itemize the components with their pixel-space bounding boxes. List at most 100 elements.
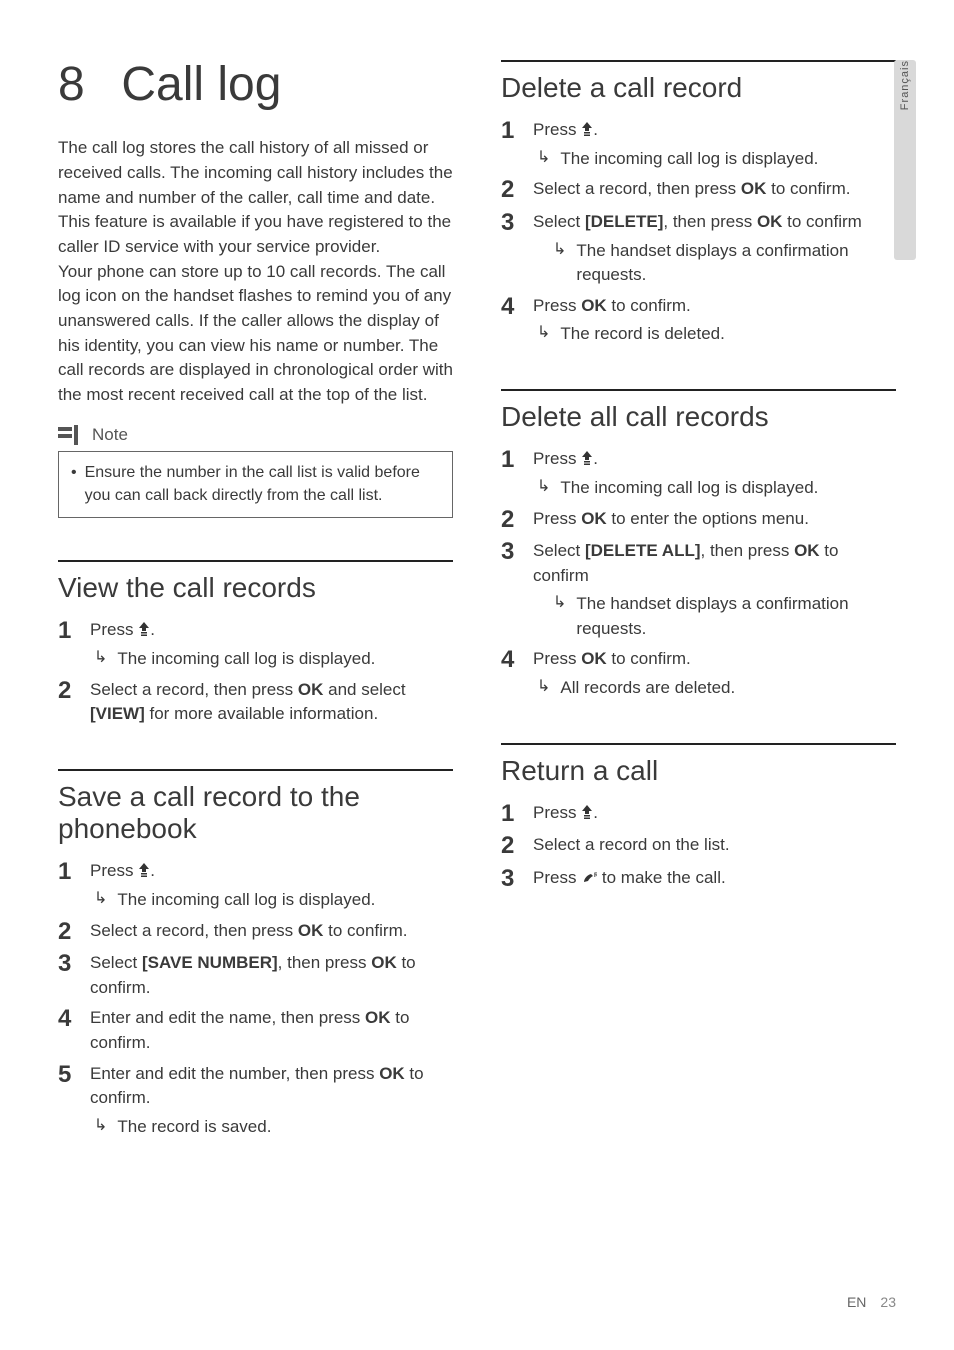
step-result: ↳All records are deleted. (533, 676, 896, 701)
step-number: 1 (501, 447, 519, 500)
right-column: Delete a call record 1Press .↳The incomi… (501, 60, 896, 1140)
language-side-tab-label: Français (899, 60, 911, 124)
chapter-number: 8 (58, 60, 108, 110)
step-text: Press OK to enter the options menu. (533, 507, 896, 532)
step-number: 1 (58, 859, 76, 912)
step-number: 4 (501, 294, 519, 347)
step-result-text: The record is saved. (117, 1115, 453, 1140)
result-arrow-icon: ↳ (553, 592, 566, 641)
step-item: 3 Select [SAVE NUMBER], then press OK to … (58, 951, 453, 1000)
step-item: 1 Press . (501, 801, 896, 827)
step-body: Press .↳The incoming call log is display… (533, 118, 896, 171)
step-text: Select [SAVE NUMBER], then press OK to c… (90, 951, 453, 1000)
chapter-heading: 8 Call log (58, 60, 453, 110)
step-text: Press . (90, 618, 453, 643)
intro-paragraph: Your phone can store up to 10 call recor… (58, 260, 453, 408)
step-body: Press . ↳The incoming call log is display… (533, 447, 896, 500)
section-delete-all-call-records: Delete all call records 1Press .↳The inc… (501, 389, 896, 701)
step-text: Select a record on the list. (533, 833, 896, 858)
step-item: 2 Select a record, then press OK to confi… (501, 177, 896, 203)
result-arrow-icon: ↳ (94, 1115, 107, 1140)
step-body: Press OK to confirm.↳The record is delet… (533, 294, 896, 347)
up-arrow-icon (138, 622, 150, 636)
step-body: Select a record, then press OK to confir… (90, 919, 453, 945)
note-text: Ensure the number in the call list is va… (85, 462, 440, 507)
step-text: Press . (533, 801, 896, 826)
step-number: 4 (58, 1006, 76, 1055)
step-result-text: The incoming call log is displayed. (117, 647, 453, 672)
step-body: Press R to make the call. (533, 866, 896, 892)
step-body: Select a record, then press OK and selec… (90, 678, 453, 727)
step-text: Select [DELETE ALL], then press OK to co… (533, 539, 896, 588)
result-arrow-icon: ↳ (94, 647, 107, 672)
up-arrow-icon (581, 451, 593, 465)
step-item: 4 Enter and edit the name, then press OK … (58, 1006, 453, 1055)
step-result: ↳The handset displays a confirmation req… (533, 239, 896, 288)
step-item: 3 Press R to make the call. (501, 866, 896, 892)
footer-page-number: 23 (880, 1294, 896, 1310)
note-icon (58, 425, 82, 445)
step-body: Select [DELETE ALL], then press OK to co… (533, 539, 896, 642)
steps-list: 1Press .↳The incoming call log is displa… (501, 118, 896, 347)
step-number: 1 (501, 118, 519, 171)
steps-list: 1 Press . 2 Select a record on the list. 3 Pr… (501, 801, 896, 892)
note-block: Note Ensure the number in the call list … (58, 425, 453, 518)
step-result: ↳The handset displays a confirmation req… (533, 592, 896, 641)
step-number: 5 (58, 1062, 76, 1140)
step-body: Enter and edit the number, then press OK… (90, 1062, 453, 1140)
two-column-layout: 8 Call log The call log stores the call … (58, 60, 896, 1140)
step-result: ↳ The incoming call log is displayed. (90, 647, 453, 672)
section-return-a-call: Return a call 1 Press . 2 Select a record o… (501, 743, 896, 892)
step-number: 1 (501, 801, 519, 827)
step-text: Select a record, then press OK and selec… (90, 678, 453, 727)
step-item: 1Press .↳The incoming call log is displa… (58, 618, 453, 671)
step-text: Press . (533, 447, 896, 472)
step-number: 2 (501, 177, 519, 203)
step-number: 3 (501, 210, 519, 288)
step-item: 1Press .↳The incoming call log is displa… (501, 118, 896, 171)
step-text: Select a record, then press OK to confir… (533, 177, 896, 202)
step-result: ↳ The record is saved. (90, 1115, 453, 1140)
footer-language: EN (847, 1294, 866, 1310)
step-body: Press . (533, 801, 896, 827)
language-side-tab: Français (894, 60, 916, 260)
step-result: ↳The incoming call log is displayed. (533, 476, 896, 501)
step-item: 2Press OK to enter the options menu. (501, 507, 896, 533)
result-arrow-icon: ↳ (537, 147, 550, 172)
step-body: Press OK to confirm.↳All records are del… (533, 647, 896, 700)
step-number: 2 (501, 833, 519, 859)
step-body: Select a record on the list. (533, 833, 896, 859)
section-delete-call-record: Delete a call record 1Press .↳The incomi… (501, 60, 896, 347)
section-heading: Save a call record to the phonebook (58, 769, 453, 845)
intro-paragraph: The call log stores the call history of … (58, 136, 453, 259)
page: Français 8 Call log The call log stores … (0, 0, 954, 1350)
step-result-text: The incoming call log is displayed. (117, 888, 453, 913)
section-save-call-record: Save a call record to the phonebook 1 Pre… (58, 769, 453, 1140)
steps-list: 1Press .↳The incoming call log is displa… (58, 618, 453, 727)
step-number: 3 (58, 951, 76, 1000)
result-arrow-icon: ↳ (537, 476, 550, 501)
step-item: 2Select a record, then press OK to confi… (58, 919, 453, 945)
step-body: Enter and edit the name, then press OK t… (90, 1006, 453, 1055)
page-footer: EN 23 (847, 1294, 896, 1310)
section-heading: View the call records (58, 560, 453, 604)
step-item: 3Select [DELETE], then press OK to confi… (501, 210, 896, 288)
step-result-text: The handset displays a confirmation requ… (576, 592, 896, 641)
steps-list: 1 Press .↳The incoming call log is displa… (58, 859, 453, 1139)
step-number: 4 (501, 647, 519, 700)
step-number: 3 (501, 866, 519, 892)
note-label: Note (92, 425, 128, 445)
step-text: Press . (533, 118, 896, 143)
result-arrow-icon: ↳ (553, 239, 566, 288)
section-heading: Return a call (501, 743, 896, 787)
svg-text:R: R (594, 873, 597, 879)
step-body: Press .↳The incoming call log is display… (90, 859, 453, 912)
step-text: Press R to make the call. (533, 866, 896, 891)
result-arrow-icon: ↳ (537, 676, 550, 701)
step-item: 3Select [DELETE ALL], then press OK to c… (501, 539, 896, 642)
step-item: 4 Press OK to confirm.↳The record is dele… (501, 294, 896, 347)
section-view-call-records: View the call records 1Press .↳The incom… (58, 560, 453, 727)
step-result: ↳The record is deleted. (533, 322, 896, 347)
note-body: Ensure the number in the call list is va… (58, 451, 453, 518)
step-body: Press OK to enter the options menu. (533, 507, 896, 533)
